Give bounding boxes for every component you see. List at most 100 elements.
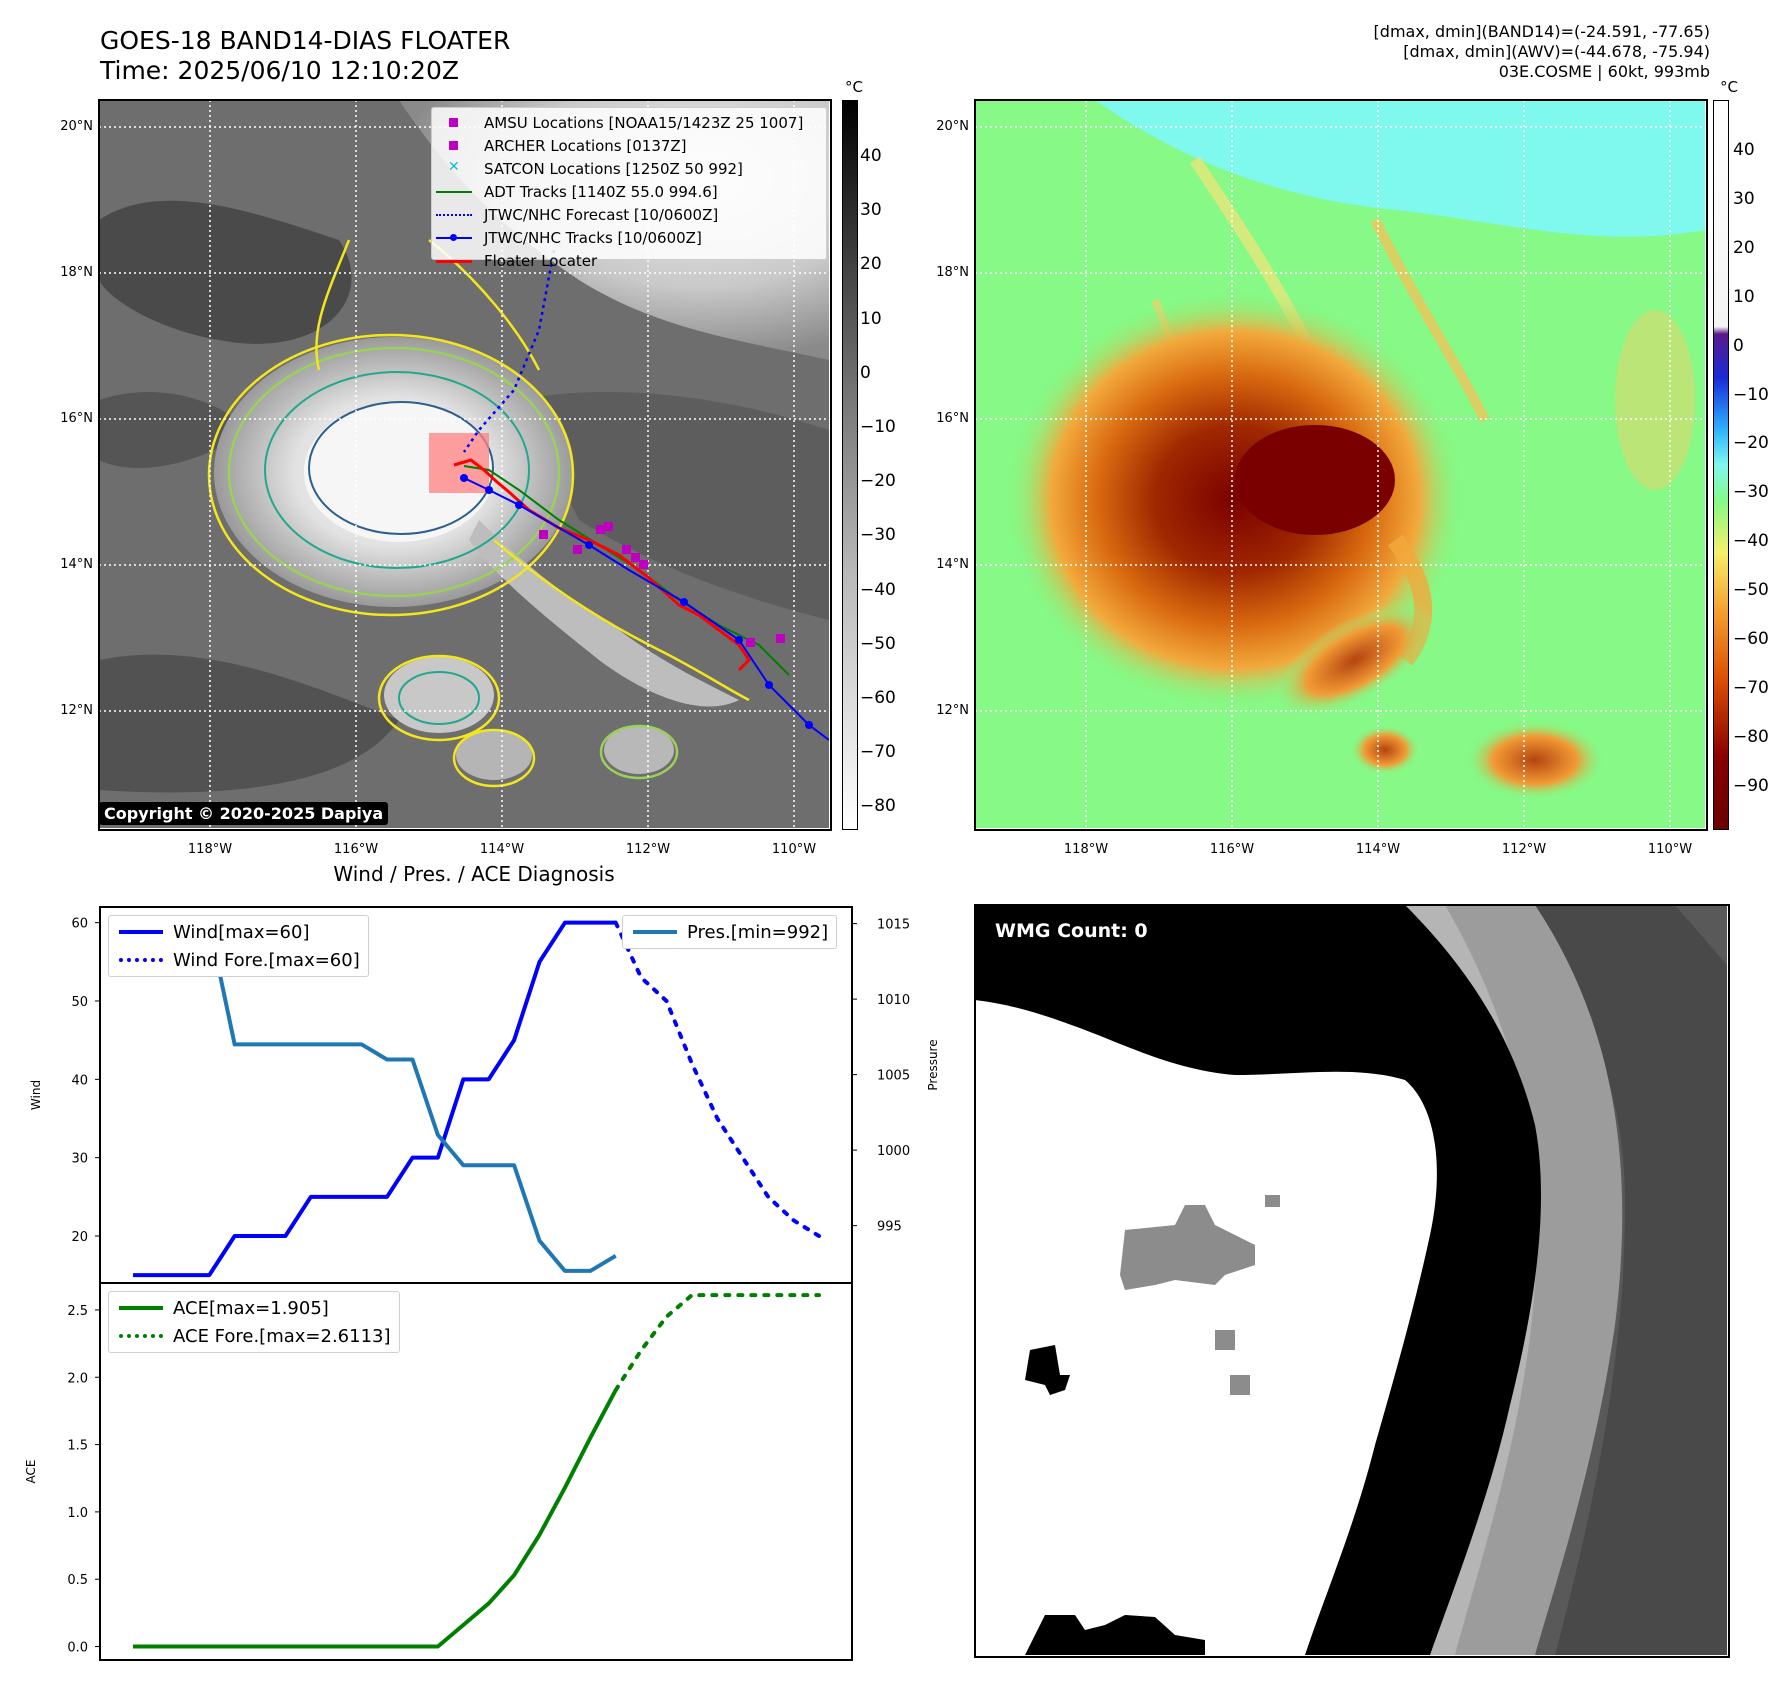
colorbar-tick-label: −50 xyxy=(1733,580,1769,601)
colorbar-tick-label: 10 xyxy=(860,308,882,329)
legend-label: JTWC/NHC Forecast [10/0600Z] xyxy=(484,205,719,224)
legend-label: Floater Locater xyxy=(484,251,598,270)
y-tick-label: 30 xyxy=(71,1152,88,1167)
legend-label: ADT Tracks [1140Z 55.0 994.6] xyxy=(484,182,718,201)
ace-legend: ACE[max=1.905] ACE Fore.[max=2.6113] xyxy=(108,1291,400,1353)
pressure-legend: Pres.[min=992] xyxy=(622,915,838,949)
legend-item-forecast: JTWC/NHC Forecast [10/0600Z] xyxy=(432,203,826,226)
lat-tick-label: 18°N xyxy=(60,265,93,280)
y-tick-label: 2.0 xyxy=(67,1371,88,1386)
colorbar-tick-label: 30 xyxy=(860,200,882,221)
lon-tick-label: 110°W xyxy=(771,842,817,857)
legend-item-jtwc-tracks: JTWC/NHC Tracks [10/0600Z] xyxy=(432,226,826,249)
awv-colorbar xyxy=(1713,100,1729,830)
lat-tick-label: 20°N xyxy=(936,119,969,134)
wmg-panel: WMG Count: 0 xyxy=(975,905,1727,1655)
legend-item-pressure: Pres.[min=992] xyxy=(623,918,836,946)
ir-colorbar-unit: °C xyxy=(845,78,863,96)
legend-label: AMSU Locations [NOAA15/1423Z 25 1007] xyxy=(484,113,804,132)
colorbar-tick-label: 20 xyxy=(860,254,882,275)
lon-tick-label: 114°W xyxy=(479,842,525,857)
lon-tick-label: 118°W xyxy=(1063,842,1109,857)
legend-label: JTWC/NHC Tracks [10/0600Z] xyxy=(484,228,702,247)
legend-label: ACE[max=1.905] xyxy=(173,1297,329,1319)
lat-tick-label: 14°N xyxy=(936,557,969,572)
colorbar-tick-label: −90 xyxy=(1733,775,1769,796)
legend-item-satcon: ✕ SATCON Locations [1250Z 50 992] xyxy=(448,158,743,178)
y-tick-label: 40 xyxy=(71,1073,88,1088)
colorbar-tick-label: −10 xyxy=(1733,384,1769,405)
colorbar-tick-label: −80 xyxy=(860,796,896,817)
lon-tick-label: 118°W xyxy=(187,842,233,857)
copyright-badge: Copyright © 2020-2025 Dapiya xyxy=(99,802,389,825)
stats-block: [dmax, dmin](BAND14)=(-24.591, -77.65) [… xyxy=(1110,22,1710,82)
stats-line-awv: [dmax, dmin](AWV)=(-44.678, -75.94) xyxy=(1403,42,1710,61)
y-tick-label: 50 xyxy=(71,995,88,1010)
y-axis-label: Wind xyxy=(29,1080,43,1110)
legend-label: Pres.[min=992] xyxy=(687,921,829,943)
awv-map-panel xyxy=(975,100,1705,828)
y2-tick-label: 995 xyxy=(877,1220,902,1235)
legend-item-archer: ARCHER Locations [0137Z] xyxy=(432,134,826,157)
colorbar-tick-label: −70 xyxy=(1733,677,1769,698)
legend-item-ace: ACE[max=1.905] xyxy=(109,1294,399,1322)
wmg-image xyxy=(975,905,1727,1655)
chart-title: Wind / Pres. / ACE Diagnosis xyxy=(333,862,615,886)
colorbar-tick-label: −40 xyxy=(860,579,896,600)
stats-line-band14: [dmax, dmin](BAND14)=(-24.591, -77.65) xyxy=(1373,22,1710,41)
colorbar-tick-label: 0 xyxy=(860,362,871,383)
y-axis-label: ACE xyxy=(24,1460,38,1484)
legend-item-ace-forecast: ACE Fore.[max=2.6113] xyxy=(109,1322,399,1350)
y-tick-label: 60 xyxy=(71,917,88,932)
wind-legend: Wind[max=60] Wind Fore.[max=60] xyxy=(108,915,369,977)
legend-item-floater: Floater Locater xyxy=(432,249,826,272)
lon-tick-label: 110°W xyxy=(1647,842,1693,857)
colorbar-tick-label: 20 xyxy=(1733,237,1755,258)
colorbar-tick-label: −70 xyxy=(860,742,896,763)
ir-map-frame xyxy=(98,99,832,831)
lat-tick-label: 20°N xyxy=(60,119,93,134)
colorbar-tick-label: 30 xyxy=(1733,188,1755,209)
colorbar-tick-label: −20 xyxy=(860,471,896,492)
lat-tick-label: 16°N xyxy=(936,411,969,426)
figure-time: Time: 2025/06/10 12:10:20Z xyxy=(100,56,459,85)
y-tick-label: 0.5 xyxy=(67,1573,88,1588)
colorbar-tick-label: −30 xyxy=(860,525,896,546)
awv-colorbar-unit: °C xyxy=(1720,78,1738,96)
wmg-frame xyxy=(974,904,1730,1658)
legend-item-adt: ADT Tracks [1140Z 55.0 994.6] xyxy=(432,180,826,203)
colorbar-tick-label: 10 xyxy=(1733,286,1755,307)
colorbar-tick-label: 40 xyxy=(860,146,882,166)
colorbar-tick-label: 0 xyxy=(1733,335,1744,356)
legend-item-wind: Wind[max=60] xyxy=(109,918,368,946)
lon-tick-label: 112°W xyxy=(1501,842,1547,857)
stats-line-storm: 03E.COSME | 60kt, 993mb xyxy=(1498,62,1710,81)
series-line-1 xyxy=(613,1293,821,1393)
lat-tick-label: 16°N xyxy=(60,411,93,426)
colorbar-tick-label: −10 xyxy=(860,417,896,437)
lat-tick-label: 12°N xyxy=(60,703,93,718)
lat-tick-label: 18°N xyxy=(936,265,969,280)
colorbar-tick-label: −40 xyxy=(1733,531,1769,552)
legend-label: Wind Fore.[max=60] xyxy=(173,949,360,971)
legend-label: Wind[max=60] xyxy=(173,921,310,943)
awv-map-frame xyxy=(974,99,1708,831)
y2-tick-label: 1000 xyxy=(877,1144,910,1159)
y2-tick-label: 1010 xyxy=(877,993,910,1008)
legend-label: SATCON Locations [1250Z 50 992] xyxy=(484,159,743,178)
series-line-0 xyxy=(133,1389,618,1649)
y2-tick-label: 1015 xyxy=(877,918,910,933)
wmg-count-label: WMG Count: 0 xyxy=(995,920,1148,942)
series-line-1 xyxy=(613,920,821,1238)
legend-label: ACE Fore.[max=2.6113] xyxy=(173,1325,391,1347)
y2-tick-label: 1005 xyxy=(877,1069,910,1084)
ir-colorbar xyxy=(842,100,858,830)
y-tick-label: 20 xyxy=(71,1230,88,1245)
ir-legend: AMSU Locations [NOAA15/1423Z 25 1007] AR… xyxy=(431,107,827,270)
y2-axis-label: Pressure xyxy=(926,1039,940,1090)
legend-item-amsu: AMSU Locations [NOAA15/1423Z 25 1007] xyxy=(432,111,826,134)
ir-map-panel: AMSU Locations [NOAA15/1423Z 25 1007] AR… xyxy=(99,100,829,828)
y-tick-label: 1.5 xyxy=(67,1439,88,1454)
colorbar-tick-label: −50 xyxy=(860,633,896,654)
awv-map-image xyxy=(975,100,1705,828)
